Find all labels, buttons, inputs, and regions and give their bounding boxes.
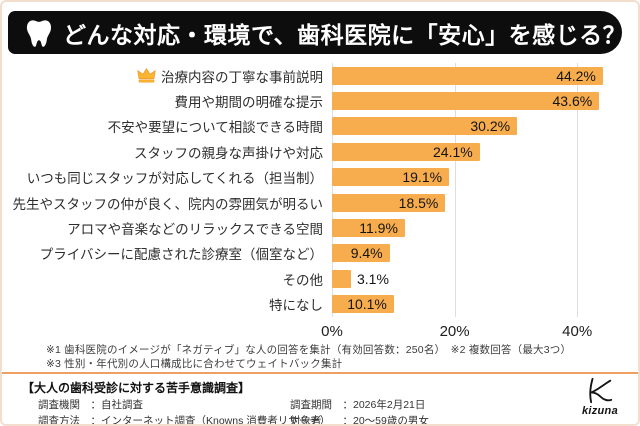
- bar-chart: 治療内容の丁寧な事前説明 44.2% 費用や期間の明確な提示 43.6% 不安や要望につ…: [10, 63, 634, 345]
- value-label: 19.1%: [402, 169, 443, 186]
- survey-detail: 調査機関 ：自社調査: [38, 399, 143, 411]
- category-label-group: その他: [10, 269, 332, 289]
- bar-track: 44.2%: [332, 66, 617, 85]
- category-label: アロマや音楽などのリラックスできる空間: [67, 222, 323, 238]
- footnotes: ※1 歯科医院のイメージが「ネガティブ」な人の回答を集計（有効回答数：250名）…: [46, 343, 571, 371]
- bar-track: 24.1%: [332, 142, 617, 161]
- page-title: どんな対応・環境で、歯科医院に「安心」を感じる？: [63, 21, 627, 48]
- bar-row: スタッフの親身な声掛けや対応 24.1%: [10, 139, 634, 164]
- bar-row: 先生やスタッフの仲が良く、院内の雰囲気が明るい 18.5%: [10, 190, 634, 215]
- survey-detail: 調査方法 ：インターネット調査（Knowns 消費者リサーチ）: [38, 414, 331, 426]
- bar: 11.9%: [332, 219, 405, 238]
- bar-track: 10.1%: [332, 295, 617, 314]
- category-label: いつも同じスタッフが対応してくれる（担当制）: [26, 171, 323, 187]
- bar-track: 11.9%: [332, 219, 617, 238]
- category-label: 費用や期間の明確な提示: [174, 95, 324, 111]
- survey-details-right: 調査期間 ：2026年2月21日 対象者 ：20～59歳の男女 有効回答数：48…: [290, 398, 429, 426]
- category-label: 不安や要望について相談できる時間: [107, 120, 323, 136]
- category-label-group: プライバシーに配慮された診療室（個室など）: [10, 243, 332, 263]
- category-label-group: アロマや音楽などのリラックスできる空間: [10, 218, 332, 238]
- category-label: プライバシーに配慮された診療室（個室など）: [39, 247, 323, 263]
- x-axis: 0% 20% 40%: [10, 321, 634, 345]
- bar: 24.1%: [332, 142, 480, 161]
- bar-track: 30.2%: [332, 117, 617, 136]
- bar: 43.6%: [332, 92, 600, 111]
- x-tick-label: 40%: [562, 322, 593, 340]
- survey-detail: 対象者 ：20～59歳の男女: [290, 414, 429, 426]
- title-banner: どんな対応・環境で、歯科医院に「安心」を感じる？: [8, 11, 626, 54]
- gridlines: [10, 63, 634, 317]
- bar: 44.2%: [332, 66, 603, 85]
- bar: 19.1%: [332, 168, 450, 187]
- x-tick-label: 20%: [439, 322, 470, 340]
- value-label: 30.2%: [470, 118, 511, 135]
- bar-rows: 治療内容の丁寧な事前説明 44.2% 費用や期間の明確な提示 43.6% 不安や要望につ…: [10, 63, 634, 317]
- survey-info-box: 【大人の歯科受診に対する苦手意識調査】 調査機関 ：自社調査 調査方法 ：インタ…: [2, 376, 638, 424]
- category-label-group: スタッフの親身な声掛けや対応: [10, 142, 332, 162]
- value-label: 10.1%: [347, 296, 387, 313]
- survey-box-title: 【大人の歯科受診に対する苦手意識調査】: [22, 381, 251, 395]
- bar: 18.5%: [332, 193, 446, 212]
- value-label: 43.6%: [552, 93, 593, 110]
- value-label: 9.4%: [350, 245, 383, 262]
- bar: 9.4%: [332, 244, 390, 263]
- bar-track: 19.1%: [332, 168, 617, 187]
- bar-row: 治療内容の丁寧な事前説明 44.2%: [10, 63, 634, 88]
- gridline: [332, 63, 333, 317]
- bar-row: その他 3.1%: [10, 266, 634, 291]
- survey-detail: 調査期間 ：2026年2月21日: [290, 399, 426, 411]
- value-label: 18.5%: [398, 194, 439, 211]
- category-label-group: 費用や期間の明確な提示: [10, 91, 332, 111]
- bar-track: 9.4%: [332, 244, 617, 263]
- category-label: 治療内容の丁寧な事前説明: [161, 69, 323, 85]
- category-label-group: 先生やスタッフの仲が良く、院内の雰囲気が明るい: [10, 193, 332, 213]
- bar-row: 費用や期間の明確な提示 43.6%: [10, 88, 634, 113]
- bar-row: いつも同じスタッフが対応してくれる（担当制） 19.1%: [10, 165, 634, 190]
- x-tick-label: 0%: [321, 322, 343, 340]
- bar-row: プライバシーに配慮された診療室（個室など） 9.4%: [10, 241, 634, 266]
- category-label-group: 特になし: [10, 294, 332, 314]
- category-label: その他: [282, 272, 324, 288]
- bar-row: アロマや音楽などのリラックスできる空間 11.9%: [10, 215, 634, 240]
- kizuna-signature-icon: [589, 377, 613, 404]
- gridline: [577, 63, 579, 317]
- category-label: スタッフの親身な声掛けや対応: [134, 145, 323, 161]
- bar-track: 3.1%: [332, 269, 617, 288]
- footnote-line-2: ※3 性別・年代別の人口構成比に合わせてウェイトバック集計: [46, 358, 343, 371]
- tooth-icon: [24, 17, 54, 49]
- divider-line: [2, 372, 638, 374]
- gridline: [454, 63, 456, 317]
- bar-row: 不安や要望について相談できる時間 30.2%: [10, 114, 634, 139]
- bar-track: 18.5%: [332, 193, 617, 212]
- footnote-line-1: ※1 歯科医院のイメージが「ネガティブ」な人の回答を集計（有効回答数：250名）…: [46, 344, 572, 356]
- category-label: 先生やスタッフの仲が良く、院内の雰囲気が明るい: [12, 196, 324, 212]
- crown-icon: [137, 68, 156, 83]
- bar: 3.1%: [332, 269, 389, 288]
- kizuna-logo: kizuna: [582, 377, 618, 417]
- category-label-group: いつも同じスタッフが対応してくれる（担当制）: [10, 167, 332, 187]
- category-label-group: 治療内容の丁寧な事前説明: [10, 66, 332, 86]
- value-label: 11.9%: [359, 220, 398, 237]
- bar: 30.2%: [332, 117, 518, 136]
- value-label: 44.2%: [556, 67, 596, 84]
- bar: 10.1%: [332, 295, 394, 314]
- category-label: 特になし: [269, 298, 323, 314]
- survey-details-left: 調査機関 ：自社調査 調査方法 ：インターネット調査（Knowns 消費者リサー…: [38, 398, 331, 426]
- value-label: 3.1%: [357, 270, 389, 287]
- bar-row: 特になし 10.1%: [10, 292, 634, 317]
- bar-track: 43.6%: [332, 92, 617, 111]
- category-label-group: 不安や要望について相談できる時間: [10, 116, 332, 136]
- value-label: 24.1%: [433, 143, 473, 160]
- kizuna-logo-text: kizuna: [581, 405, 618, 417]
